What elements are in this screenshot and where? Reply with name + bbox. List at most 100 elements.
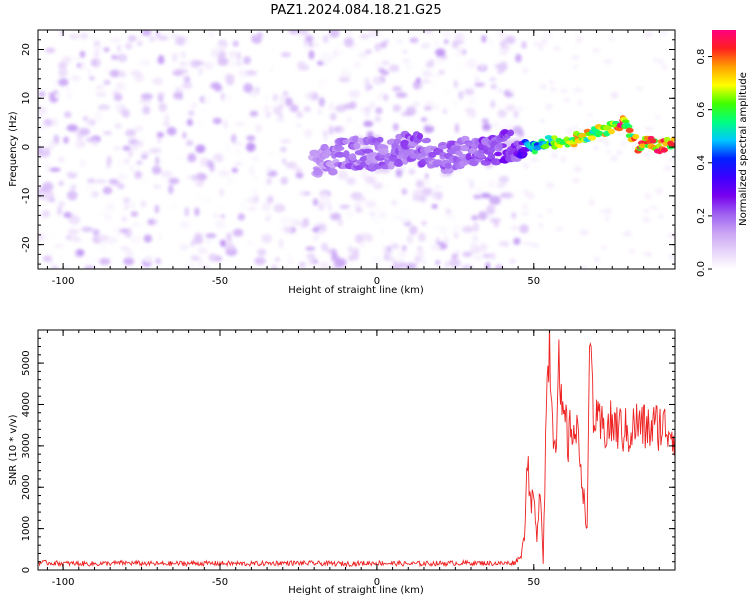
heatmap-cell — [489, 218, 501, 223]
heatmap-cell — [490, 100, 496, 109]
signal-cell — [638, 143, 647, 148]
heatmap-cell — [223, 93, 234, 103]
heatmap-cell — [69, 33, 80, 40]
snr-x-axis-label: Height of straight line (km) — [288, 585, 424, 596]
heatmap-cell — [208, 253, 218, 262]
heatmap-cell — [85, 137, 94, 143]
colorbar-gradient — [712, 30, 736, 269]
heatmap-cell — [327, 202, 332, 212]
signal-cell — [452, 145, 463, 152]
heatmap-cell — [334, 258, 347, 267]
heatmap-cell — [203, 94, 213, 104]
heatmap-cell — [38, 142, 43, 147]
heatmap-cell — [364, 78, 370, 83]
heatmap-cell — [539, 118, 545, 124]
heatmap-cell — [668, 253, 675, 260]
heatmap-cell — [224, 113, 235, 120]
signal-cell — [416, 133, 424, 140]
heatmap-cell — [338, 77, 351, 83]
heatmap-cell — [252, 36, 262, 44]
heatmap-cell — [290, 117, 298, 126]
heatmap-cell — [197, 246, 208, 255]
heatmap-cell — [231, 133, 237, 144]
heatmap-cell — [572, 177, 580, 184]
heatmap-cell — [246, 135, 256, 142]
heatmap-cell — [457, 63, 466, 72]
heatmap-cell — [105, 66, 110, 76]
signal-cell — [401, 141, 411, 150]
heatmap-cell — [121, 109, 130, 118]
heatmap-cell — [93, 50, 100, 58]
heatmap-cell — [337, 170, 349, 180]
heatmap-cell — [404, 63, 415, 72]
heatmap-cell — [303, 106, 311, 112]
heatmap-cell — [551, 152, 558, 159]
heatmap-cell — [388, 232, 396, 242]
y-tick-label: 10 — [21, 92, 32, 105]
heatmap-cell — [573, 165, 583, 173]
heatmap-cell — [489, 252, 496, 260]
heatmap-cell — [42, 181, 54, 192]
heatmap-cell — [232, 141, 244, 147]
heatmap-cell — [79, 140, 85, 149]
heatmap-cell — [245, 70, 258, 76]
heatmap-cell — [179, 61, 188, 67]
heatmap-cell — [194, 191, 200, 199]
heatmap-cell — [290, 104, 299, 113]
heatmap-cell — [54, 220, 63, 230]
heatmap-cell — [127, 148, 133, 158]
heatmap-cell — [210, 49, 219, 58]
heatmap-cell — [106, 155, 112, 166]
colorbar-tick-label: 0.4 — [696, 155, 707, 171]
heatmap-cell — [119, 232, 125, 238]
heatmap-cell — [63, 136, 69, 144]
heatmap-cell — [89, 187, 94, 197]
heatmap-cell — [498, 30, 505, 39]
heatmap-cell — [579, 229, 589, 236]
heatmap-cell — [399, 208, 410, 217]
heatmap-cell — [525, 192, 535, 199]
heatmap-cell — [312, 234, 320, 242]
signal-cell — [314, 170, 324, 175]
heatmap-cell — [503, 122, 509, 128]
heatmap-cell — [482, 123, 492, 131]
heatmap-cell — [58, 78, 69, 87]
heatmap-cell — [435, 48, 446, 57]
heatmap-cell — [654, 115, 661, 120]
heatmap-cell — [178, 69, 189, 74]
heatmap-cell — [384, 39, 389, 45]
heatmap-cell — [608, 37, 614, 41]
heatmap-cell — [398, 250, 407, 258]
heatmap-cell — [643, 208, 650, 213]
heatmap-cell — [68, 215, 81, 225]
heatmap-cell — [116, 202, 126, 211]
signal-cell — [551, 135, 558, 141]
heatmap-cell — [481, 118, 489, 124]
heatmap-cell — [487, 38, 494, 47]
heatmap-cell — [318, 261, 330, 269]
heatmap-cell — [352, 251, 359, 261]
heatmap-cell — [522, 162, 529, 166]
heatmap-cell — [375, 107, 383, 115]
heatmap-cell — [71, 225, 81, 231]
heatmap-cell — [236, 51, 241, 61]
heatmap-cell — [550, 87, 557, 92]
heatmap-cell — [323, 131, 328, 142]
heatmap-cell — [667, 232, 675, 239]
heatmap-cell — [58, 201, 65, 208]
heatmap-cell — [118, 174, 128, 180]
heatmap-cell — [509, 258, 517, 264]
heatmap-cell — [457, 47, 464, 55]
heatmap-cell — [280, 146, 287, 153]
heatmap-cell — [292, 203, 300, 214]
heatmap-cell — [214, 154, 224, 163]
heatmap-cell — [325, 112, 332, 118]
signal-cell — [507, 129, 515, 137]
heatmap-cell — [360, 232, 372, 242]
heatmap-cell — [124, 42, 133, 50]
heatmap-cell — [65, 92, 74, 100]
heatmap-cell — [441, 31, 452, 38]
heatmap-cell — [304, 92, 315, 101]
